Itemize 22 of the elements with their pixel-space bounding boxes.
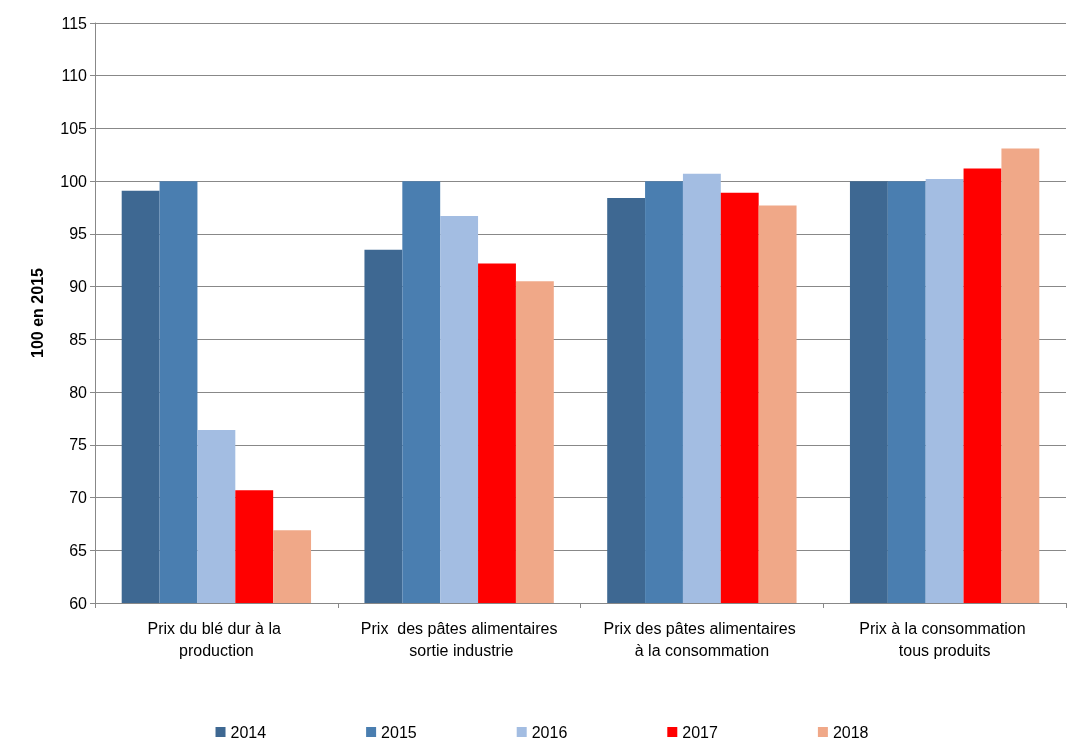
x-tick-label: Prix des pâtes alimentaires sortie industrie xyxy=(360,619,558,659)
y-axis-title: 100 en 2015 xyxy=(28,267,46,358)
legend-label: 2016 xyxy=(531,723,568,741)
y-tick-label: 60 xyxy=(69,594,88,612)
y-tick-label: 115 xyxy=(61,14,88,32)
y-tick-label: 110 xyxy=(61,67,88,85)
legend-label: 2015 xyxy=(381,723,417,741)
legend-label: 2014 xyxy=(230,723,267,741)
x-tick-label: Prix du blé dur à la production xyxy=(147,619,286,659)
y-tick-label: 70 xyxy=(69,489,88,507)
legend-label: 2018 xyxy=(832,723,869,741)
y-tick-label: 95 xyxy=(69,225,88,243)
y-tick-label: 100 xyxy=(60,172,88,190)
y-tick-label: 65 xyxy=(69,541,88,559)
y-tick-label: 85 xyxy=(69,330,88,348)
y-tick-label: 80 xyxy=(69,383,88,401)
y-tick-label: 105 xyxy=(60,119,88,137)
x-tick-label: Prix à la consommation tous produits xyxy=(859,619,1030,659)
y-tick-label: 90 xyxy=(69,278,88,296)
y-tick-label: 75 xyxy=(69,436,88,454)
legend-label: 2017 xyxy=(682,723,718,741)
x-tick-label: Prix des pâtes alimentaires à la consommation xyxy=(603,619,801,659)
